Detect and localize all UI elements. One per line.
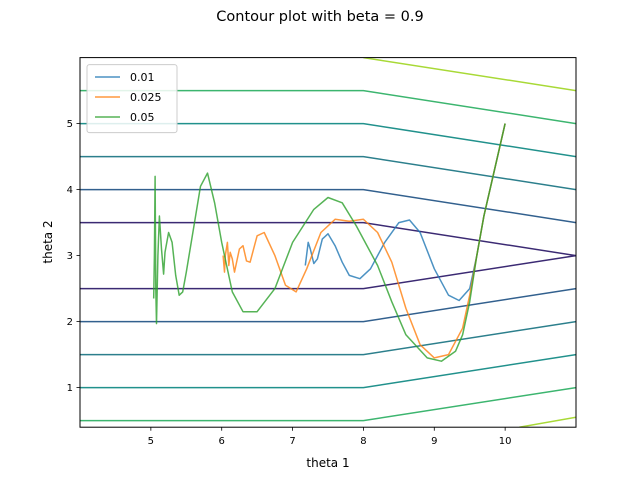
contour-line-1 <box>80 221 576 257</box>
legend-label-0.025: 0.025 <box>130 91 162 104</box>
contour-line-12 <box>519 416 576 428</box>
contour-line-4 <box>80 287 576 323</box>
trajectory-series <box>152 123 506 362</box>
plot-frame <box>79 57 577 428</box>
x-tick-label: 7 <box>289 436 295 447</box>
y-tick-label: 4 <box>67 185 73 196</box>
contour-line-3 <box>80 188 576 224</box>
y-tick-label: 1 <box>67 383 73 394</box>
chart-title: Contour plot with beta = 0.9 <box>216 9 423 25</box>
series-line-0.025 <box>222 123 506 359</box>
contour-line-8 <box>80 353 576 389</box>
contour-line-6 <box>80 320 576 356</box>
x-axis-label: theta 1 <box>306 456 349 470</box>
legend-box <box>86 64 178 134</box>
series-line-0.05 <box>152 123 506 362</box>
x-axis-ticks: 5 6 7 8 9 10 <box>148 427 512 447</box>
y-axis-label: theta 2 <box>41 220 55 263</box>
x-tick-label: 8 <box>360 436 366 447</box>
x-tick-label: 6 <box>219 436 225 447</box>
legend-label-0.01: 0.01 <box>130 71 155 84</box>
legend-label-0.05: 0.05 <box>130 111 155 124</box>
series-line-0.01 <box>304 123 506 302</box>
y-tick-label: 3 <box>67 251 73 262</box>
y-tick-label: 5 <box>67 119 73 130</box>
contour-line-5 <box>80 155 576 191</box>
contour-line-11 <box>363 57 576 92</box>
y-axis-ticks: 1 2 3 4 5 <box>67 119 80 394</box>
legend: 0.01 0.025 0.05 <box>86 64 178 134</box>
x-tick-label: 9 <box>431 436 437 447</box>
contour-line-2 <box>80 254 576 290</box>
contour-line-10 <box>80 386 576 422</box>
x-tick-label: 5 <box>148 436 154 447</box>
x-tick-label: 10 <box>499 436 512 447</box>
y-tick-label: 2 <box>67 317 73 328</box>
